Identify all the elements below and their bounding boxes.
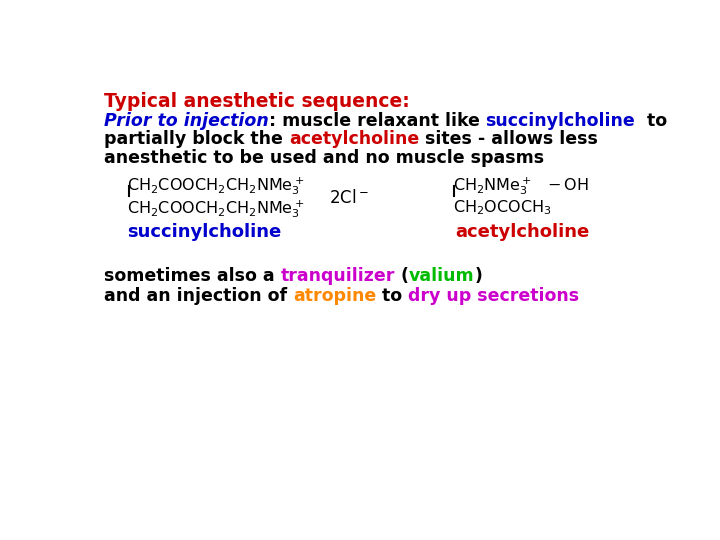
Text: succinylcholine: succinylcholine xyxy=(127,222,282,241)
Text: succinylcholine: succinylcholine xyxy=(485,112,635,130)
Text: to: to xyxy=(377,287,408,305)
Text: $\mathrm{CH_2OCOCH_3}$: $\mathrm{CH_2OCOCH_3}$ xyxy=(453,198,552,217)
Text: atropine: atropine xyxy=(293,287,377,305)
Text: sites - allows less: sites - allows less xyxy=(419,130,598,148)
Text: acetylcholine: acetylcholine xyxy=(289,130,419,148)
Text: $\mathrm{CH_2NMe_3^+\ \ -OH}$: $\mathrm{CH_2NMe_3^+\ \ -OH}$ xyxy=(453,175,589,197)
Text: $\mathrm{CH_2COOCH_2CH_2NMe_3^+}$: $\mathrm{CH_2COOCH_2CH_2NMe_3^+}$ xyxy=(127,175,305,197)
Text: $\mathrm{CH_2COOCH_2CH_2NMe_3^+}$: $\mathrm{CH_2COOCH_2CH_2NMe_3^+}$ xyxy=(127,198,305,220)
Text: : muscle relaxant like: : muscle relaxant like xyxy=(269,112,485,130)
Text: to: to xyxy=(635,112,667,130)
Text: sometimes also a: sometimes also a xyxy=(104,267,281,285)
Text: acetylcholine: acetylcholine xyxy=(455,222,590,241)
Text: partially block the: partially block the xyxy=(104,130,289,148)
Text: valium: valium xyxy=(409,267,474,285)
Text: $\mathrm{2Cl^-}$: $\mathrm{2Cl^-}$ xyxy=(329,189,369,207)
Text: anesthetic to be used and no muscle spasms: anesthetic to be used and no muscle spas… xyxy=(104,148,544,167)
Text: and an injection of: and an injection of xyxy=(104,287,293,305)
Text: Prior to injection: Prior to injection xyxy=(104,112,269,130)
Text: tranquilizer: tranquilizer xyxy=(281,267,395,285)
Text: (: ( xyxy=(395,267,409,285)
Text: Typical anesthetic sequence:: Typical anesthetic sequence: xyxy=(104,92,410,111)
Text: ): ) xyxy=(474,267,482,285)
Text: dry up secretions: dry up secretions xyxy=(408,287,580,305)
